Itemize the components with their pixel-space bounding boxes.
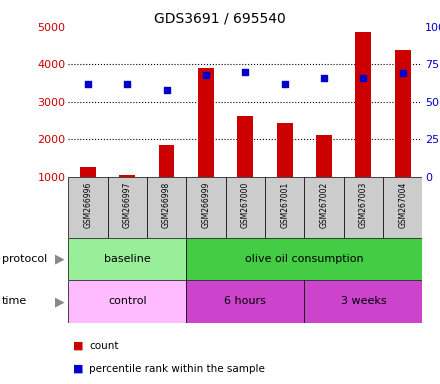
Bar <box>277 123 293 177</box>
Point <box>163 87 170 93</box>
Bar <box>316 136 332 177</box>
Text: baseline: baseline <box>104 254 150 264</box>
Text: GSM267004: GSM267004 <box>398 182 407 228</box>
Text: GSM267000: GSM267000 <box>241 182 250 228</box>
FancyBboxPatch shape <box>68 280 186 323</box>
Text: GSM266996: GSM266996 <box>83 182 92 228</box>
Text: GSM266999: GSM266999 <box>202 182 210 228</box>
Point <box>320 75 327 81</box>
Text: GSM267001: GSM267001 <box>280 182 289 228</box>
Text: olive oil consumption: olive oil consumption <box>245 254 363 264</box>
Text: 3 weeks: 3 weeks <box>341 296 386 306</box>
FancyBboxPatch shape <box>186 238 422 280</box>
Point <box>84 81 92 87</box>
Point <box>281 81 288 87</box>
Bar <box>80 167 96 177</box>
FancyBboxPatch shape <box>186 280 304 323</box>
Text: 6 hours: 6 hours <box>224 296 266 306</box>
Point <box>124 81 131 87</box>
FancyBboxPatch shape <box>226 177 265 238</box>
Text: GSM266998: GSM266998 <box>162 182 171 228</box>
Bar <box>238 116 253 177</box>
Text: count: count <box>89 341 119 351</box>
Text: control: control <box>108 296 147 306</box>
Text: ▶: ▶ <box>55 295 65 308</box>
Bar <box>119 175 135 177</box>
Bar <box>159 145 175 177</box>
FancyBboxPatch shape <box>265 177 304 238</box>
Text: ▶: ▶ <box>55 253 65 266</box>
Text: GSM267003: GSM267003 <box>359 182 368 228</box>
Text: GDS3691 / 695540: GDS3691 / 695540 <box>154 12 286 25</box>
Text: GSM266997: GSM266997 <box>123 182 132 228</box>
FancyBboxPatch shape <box>344 177 383 238</box>
FancyBboxPatch shape <box>147 177 186 238</box>
FancyBboxPatch shape <box>304 280 422 323</box>
FancyBboxPatch shape <box>68 238 186 280</box>
Point <box>202 72 209 78</box>
Text: percentile rank within the sample: percentile rank within the sample <box>89 364 265 374</box>
Text: ■: ■ <box>73 341 83 351</box>
Text: protocol: protocol <box>2 254 48 264</box>
Bar <box>356 33 371 177</box>
Point <box>399 70 406 76</box>
FancyBboxPatch shape <box>107 177 147 238</box>
Text: GSM267002: GSM267002 <box>319 182 329 228</box>
Point <box>360 75 367 81</box>
FancyBboxPatch shape <box>68 177 107 238</box>
Bar <box>198 68 214 177</box>
Text: time: time <box>2 296 27 306</box>
Point <box>242 69 249 75</box>
FancyBboxPatch shape <box>186 177 226 238</box>
Bar <box>395 50 411 177</box>
Text: ■: ■ <box>73 364 83 374</box>
FancyBboxPatch shape <box>383 177 422 238</box>
FancyBboxPatch shape <box>304 177 344 238</box>
